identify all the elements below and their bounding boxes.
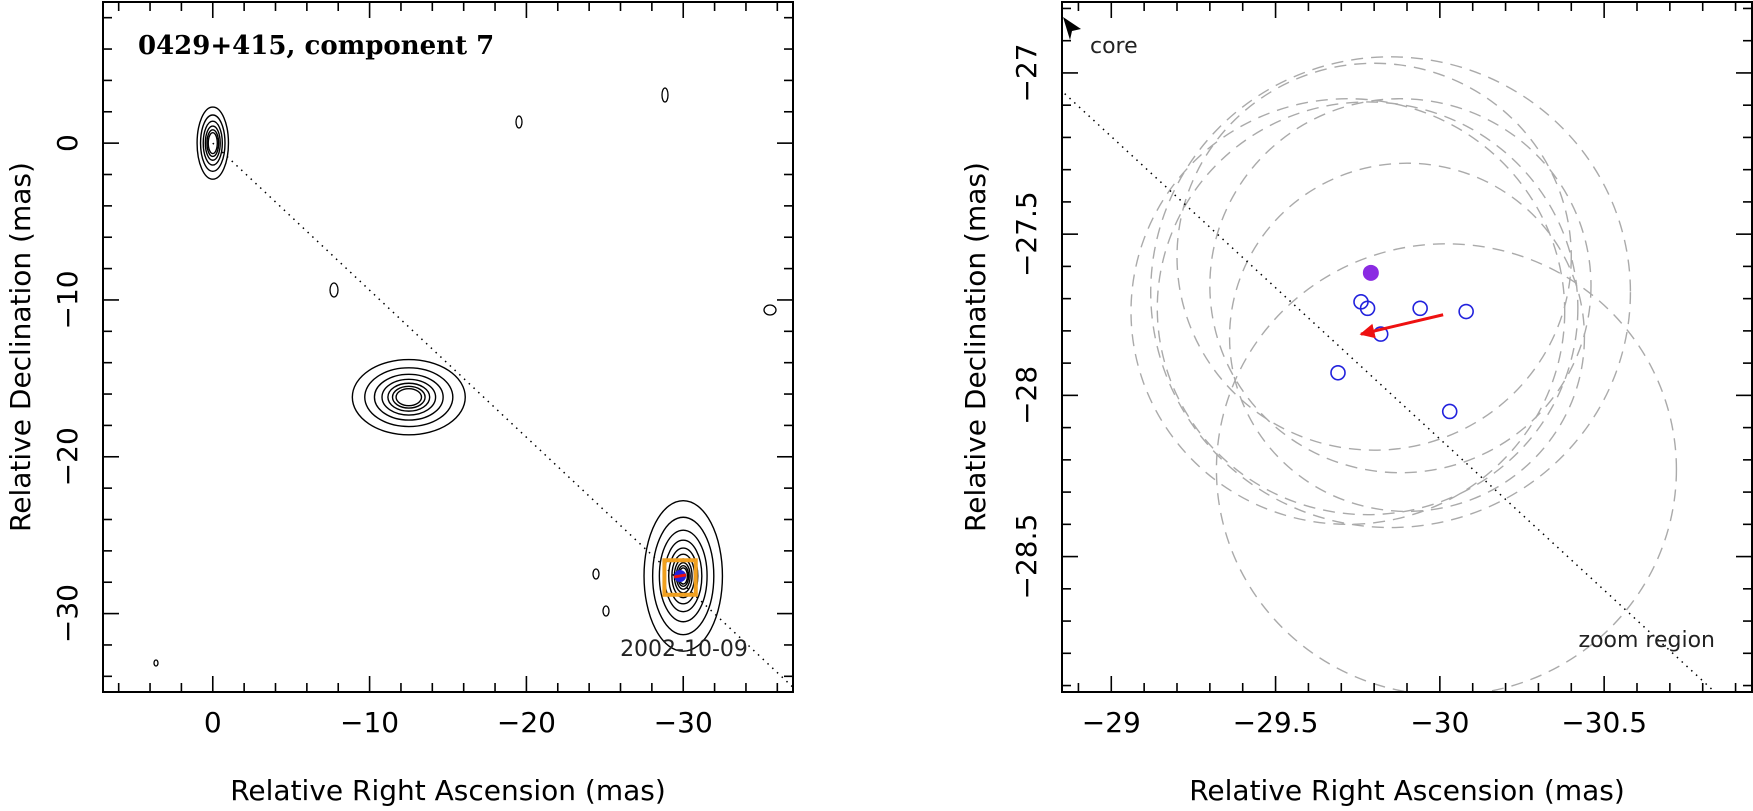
contour-core [199,114,226,172]
jet-axis-line [212,142,793,688]
beam-circle [1228,162,1586,513]
left-panel: 0 −10 −20 −30 0 −10 −20 −30 0429+415, component… [4,1,794,807]
beam-circle [1215,243,1678,692]
contour-core [206,129,220,158]
x-tick-label: −30 [1410,706,1469,739]
noise-contour [592,568,600,580]
component-marker [673,569,687,582]
contour-component-middle [391,385,426,409]
jet-axis-line [1062,90,1716,692]
contour-component-middle [351,358,466,436]
core-direction-arrow-icon [1063,17,1081,40]
left-ticks [103,2,793,692]
contour-core [207,132,219,155]
contour-component-middle [381,378,437,416]
right-panel: −29 −29.5 −30 −30.5 −27 −27.5 −28 −28.5 core zo… [959,1,1753,807]
contour-component-middle [364,367,454,428]
x-tick-label: −30 [654,706,713,739]
contour-component-7 [643,499,724,652]
y-tick-label: −27 [1010,43,1043,102]
noise-contour [661,87,669,103]
zoom-box [662,558,698,597]
beam-circle [1130,98,1566,526]
x-axis-title: Relative Right Ascension (mas) [1189,774,1625,807]
beam-circles [1130,56,1678,692]
left-tick-labels: 0 −10 −20 −30 0 −10 −20 −30 [51,134,713,739]
contour-component-7 [658,529,708,623]
contour-component-middle [387,382,431,412]
x-tick-label: −20 [497,706,556,739]
beam-circle [1176,62,1572,451]
noise-contour [602,605,610,617]
y-tick-label: −30 [51,584,84,643]
y-tick-label: −27.5 [1010,191,1043,277]
x-tick-label: −10 [340,706,399,739]
contour-map [196,106,724,652]
chart-title: 0429+415, component 7 [138,31,494,61]
velocity-arrow [1359,313,1444,339]
position-markers [1330,264,1474,420]
contour-core [196,106,230,180]
y-tick-label: −20 [51,427,84,486]
epoch-label: 2002-10-09 [620,637,748,662]
y-tick-label: −28 [1010,366,1043,425]
right-plot-area [1062,56,1716,692]
beam-circle [1156,101,1579,516]
marker-arrow [673,573,687,579]
right-tick-labels: −29 −29.5 −30 −30.5 −27 −27.5 −28 −28.5 [1010,43,1647,739]
noise-contour [153,659,159,667]
epoch-position-marker [1458,303,1474,320]
contour-component-middle [373,373,444,421]
x-tick-label: −29.5 [1233,706,1319,739]
zoom-region-label: zoom region [1579,628,1715,653]
right-ticks [1062,2,1752,692]
noise-contour [763,304,777,316]
contour-core [202,120,224,166]
x-tick-label: −30.5 [1561,706,1647,739]
epoch-position-marker [1412,300,1428,317]
left-plot-area [153,87,793,688]
y-tick-label: −28.5 [1010,514,1043,600]
x-tick-label: 0 [204,706,222,739]
noise-contour [329,282,339,298]
y-axis-title: Relative Declination (mas) [4,162,37,532]
contour-component-middle [395,388,423,407]
epoch-position-marker [1359,300,1376,317]
left-frame [102,1,794,693]
x-axis-title: Relative Right Ascension (mas) [230,774,666,807]
core-label: core [1090,34,1138,59]
beam-circle [1209,98,1592,474]
contour-component-7 [651,516,715,636]
x-tick-label: −29 [1082,706,1141,739]
y-tick-label: −10 [51,270,84,329]
noise-contour [515,115,523,129]
contour-core [204,125,221,161]
mean-position-marker [1362,264,1379,281]
y-tick-label: 0 [51,134,84,152]
epoch-position-marker [1330,364,1346,381]
epoch-position-marker [1441,403,1458,420]
beam-circle [1150,56,1632,529]
y-axis-title: Relative Declination (mas) [959,162,992,532]
